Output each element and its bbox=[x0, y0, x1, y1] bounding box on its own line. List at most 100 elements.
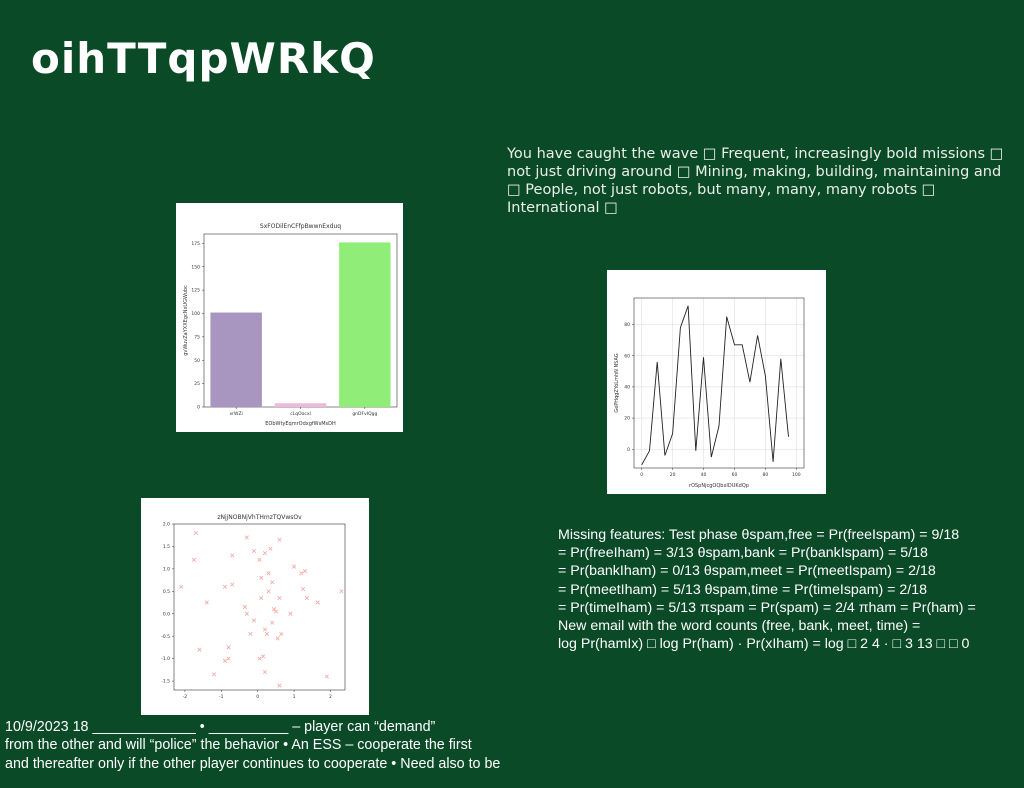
y-tick-label: 1.5 bbox=[163, 544, 170, 550]
scatter-point bbox=[270, 620, 275, 625]
y-tick-label: 25 bbox=[194, 381, 200, 387]
scatter-point bbox=[270, 580, 275, 585]
bar-xrWZi bbox=[210, 312, 262, 407]
bar-chart: SxFODilEnCFfpBwwnExduq EObWtyEqmrOdxgfWsM… bbox=[183, 223, 398, 427]
y-tick-label: 175 bbox=[191, 241, 200, 247]
scatter-point bbox=[275, 636, 280, 641]
x-tick-label: 2 bbox=[329, 694, 332, 700]
x-tick-label: 0 bbox=[640, 472, 643, 478]
scatter-point bbox=[273, 609, 278, 614]
scatter-chart-panel: zNjjNOBNjVhTHmzTQVwsOv -2 -1 0 1 2 -1.5 -1.0 -0.… bbox=[141, 498, 369, 715]
chart-title: zNjjNOBNjVhTHmzTQVwsOv bbox=[217, 514, 302, 521]
scatter-point bbox=[244, 535, 249, 540]
scatter-point bbox=[324, 674, 329, 679]
plot-frame bbox=[633, 297, 805, 469]
x-tick-label: 80 bbox=[762, 472, 768, 478]
scatter-point bbox=[193, 530, 198, 536]
scatter-point bbox=[288, 611, 293, 616]
scatter-point bbox=[266, 571, 271, 576]
y-tick-label: 75 bbox=[194, 334, 200, 340]
x-tick-label: 20 bbox=[670, 472, 676, 478]
scatter-point bbox=[259, 595, 264, 601]
scatter-point bbox=[268, 546, 273, 551]
y-tick-label: 0 bbox=[627, 447, 630, 453]
y-tick-label: 2.0 bbox=[163, 522, 170, 528]
x-tick-label: 40 bbox=[701, 472, 707, 478]
bar-chart-panel: SxFODilEnCFfpBwwnExduq EObWtyEqmrOdxgfWsM… bbox=[176, 203, 403, 432]
scatter-point bbox=[262, 551, 268, 556]
scatter-point bbox=[277, 537, 282, 542]
chart-title: SxFODilEnCFfpBwwnExduq bbox=[260, 223, 341, 230]
scatter-point bbox=[230, 553, 235, 558]
scatter-point bbox=[257, 557, 262, 562]
scatter-point bbox=[261, 654, 266, 659]
scatter-point bbox=[262, 627, 268, 632]
scatter-point bbox=[244, 611, 249, 616]
x-tick-label: -2 bbox=[183, 694, 188, 700]
text-block-spam-formulas: Missing features: Test phase θspam,free … bbox=[558, 527, 976, 653]
scatter-point bbox=[197, 647, 202, 652]
scatter-point bbox=[315, 600, 320, 605]
scatter-point bbox=[302, 569, 308, 574]
x-tick-label: 100 bbox=[792, 472, 801, 478]
slide-title: oihTTqpWRkQ bbox=[31, 34, 376, 83]
scatter-point bbox=[259, 575, 264, 580]
scatter-point bbox=[226, 656, 231, 661]
scatter-point bbox=[339, 589, 344, 594]
line-chart-panel: 0 20 40 60 80 100 0 20 40 60 80 rOSpNjcgOQbxIDUKdQp… bbox=[607, 270, 826, 494]
y-tick-label: -1.0 bbox=[161, 656, 170, 662]
plot-frame bbox=[173, 523, 346, 691]
y-tick-label: 0.0 bbox=[163, 611, 170, 617]
scatter-point bbox=[277, 683, 282, 688]
x-tick-label: 1 bbox=[293, 694, 296, 700]
x-tick-label: cLqOocxl bbox=[290, 411, 311, 417]
y-tick-label: 100 bbox=[191, 311, 200, 317]
scatter-point bbox=[304, 595, 309, 601]
scatter-chart: zNjjNOBNjVhTHmzTQVwsOv -2 -1 0 1 2 -1.5 -1.0 -0.… bbox=[161, 514, 346, 700]
scatter-point bbox=[248, 631, 253, 637]
scatter-point bbox=[211, 672, 217, 677]
x-tick-label: -1 bbox=[219, 694, 224, 700]
y-tick-label: 80 bbox=[624, 322, 630, 328]
series-line bbox=[641, 305, 789, 466]
scatter-point bbox=[266, 589, 271, 594]
text-block-top-right: You have caught the wave □ Frequent, inc… bbox=[507, 146, 1004, 216]
y-tick-label: 1.0 bbox=[163, 566, 170, 572]
scatter-point bbox=[251, 548, 257, 554]
scatter-point bbox=[222, 584, 228, 589]
x-axis-label: rOSpNjcgOQbxIDUKdQp bbox=[689, 483, 749, 489]
x-tick-label: 60 bbox=[732, 472, 738, 478]
y-tick-label: 20 bbox=[624, 416, 630, 422]
scatter-point bbox=[222, 658, 228, 663]
scatter-point bbox=[191, 557, 197, 562]
y-tick-label: 50 bbox=[194, 358, 200, 364]
scatter-point bbox=[242, 604, 248, 610]
scatter-point bbox=[262, 669, 268, 675]
scatter-point bbox=[204, 600, 209, 605]
x-tick-label: 0 bbox=[256, 694, 259, 700]
scatter-point bbox=[279, 631, 284, 637]
y-tick-label: 125 bbox=[191, 288, 200, 294]
scatter-point bbox=[257, 656, 262, 661]
y-tick-label: 0 bbox=[197, 405, 200, 411]
bar-cLqOocxl bbox=[274, 403, 327, 407]
text-block-bottom-left: 10/9/2023 18 _____________ • __________ … bbox=[5, 719, 501, 772]
y-axis-label: gvWuvZaYXXEgcNxUGWubc bbox=[183, 285, 189, 356]
y-tick-label: -1.5 bbox=[161, 679, 170, 685]
scatter-point bbox=[299, 571, 304, 576]
scatter-point bbox=[226, 645, 231, 650]
scatter-point bbox=[277, 595, 282, 601]
scatter-point bbox=[291, 564, 297, 569]
x-tick-label: gnDFvIQgg bbox=[352, 411, 377, 417]
x-axis-label: EObWtyEqmrOdxgfWsMsDH bbox=[265, 421, 336, 427]
line-chart: 0 20 40 60 80 100 0 20 40 60 80 rOSpNjcgOQbxIDUKdQp… bbox=[614, 297, 805, 489]
scatter-point bbox=[301, 586, 306, 592]
scatter-point bbox=[264, 631, 269, 637]
y-tick-label: 0.5 bbox=[163, 589, 170, 595]
scatter-point bbox=[251, 618, 257, 623]
y-tick-label: -0.5 bbox=[161, 634, 170, 640]
scatter-point bbox=[179, 584, 184, 589]
x-tick-label: xrWZi bbox=[230, 411, 243, 417]
bar-gnDFvIQgg bbox=[339, 242, 391, 407]
y-tick-label: 60 bbox=[624, 353, 630, 359]
